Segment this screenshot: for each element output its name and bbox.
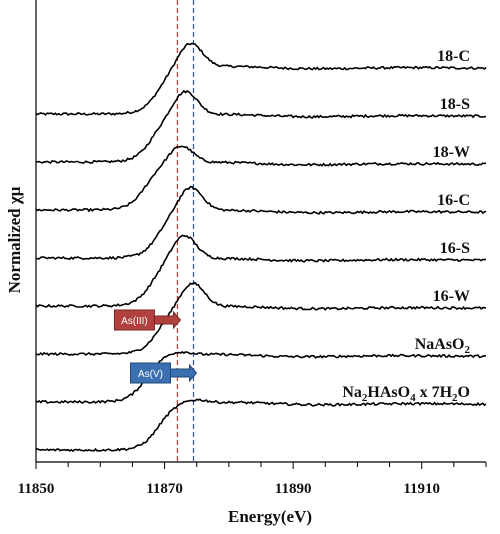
series-label: Na2HAsO4 x 7H2O — [342, 384, 470, 404]
marker-arrows: As(III) As(V) — [113, 309, 198, 384]
x-tick-label: 11870 — [146, 481, 183, 497]
series-labels: 18-C 18-S 18-W 16-C 16-S 16-W NaAsO2 Na2HAsO4 x… — [342, 48, 470, 404]
x-tick-label: 11890 — [275, 481, 312, 497]
series-label: 16-C — [437, 192, 470, 209]
marker-arrow-shaft — [153, 310, 182, 330]
series-label: 16-W — [433, 288, 470, 305]
series-label: 16-S — [440, 240, 470, 257]
series-line-NaAsO2 — [35, 351, 487, 404]
series-label: 18-C — [437, 48, 470, 65]
x-axis-title: Energy(eV) — [228, 507, 312, 526]
series-line-16-W — [35, 281, 487, 357]
marker-label: As(III) — [121, 316, 148, 327]
marker-badge — [130, 362, 171, 384]
marker-badge — [113, 309, 155, 331]
y-axis-title: Normalized χμ — [5, 186, 24, 293]
reference-lines — [176, 0, 195, 462]
axes: 11850 11870 11890 11910 — [18, 0, 487, 497]
series-line-Na2HAsO4 x 7H2O — [36, 398, 487, 453]
series-label: NaAsO2 — [415, 336, 471, 356]
x-tick-label: 11910 — [403, 481, 440, 497]
series-label: 18-S — [440, 96, 470, 113]
series-line-16-C — [35, 185, 487, 261]
series-curves — [35, 42, 487, 453]
marker-label: As(V) — [138, 369, 163, 380]
series-line-18-S — [35, 89, 487, 165]
series-label: 18-W — [433, 144, 470, 161]
series-line-16-S — [35, 234, 487, 309]
x-tick-label: 11850 — [18, 481, 55, 497]
series-line-18-C — [35, 42, 487, 116]
series-line-18-W — [35, 145, 487, 213]
marker-arrow-shaft — [170, 363, 198, 383]
